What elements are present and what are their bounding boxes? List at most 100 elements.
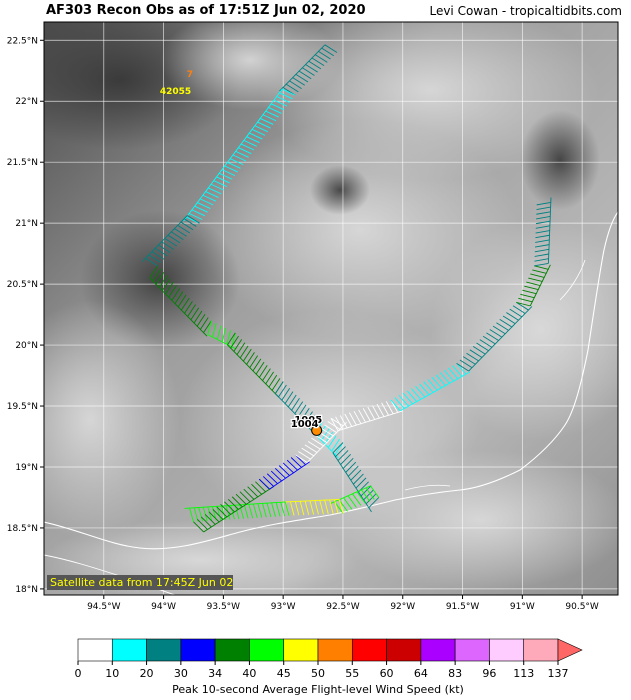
wind-barb — [257, 503, 263, 518]
wind-barb — [279, 92, 293, 100]
track-segment — [207, 320, 237, 350]
wind-barb-flag — [351, 424, 357, 427]
lat-tick-label: 18°N — [15, 585, 38, 595]
wind-barb — [368, 497, 380, 508]
wind-barb — [148, 254, 162, 263]
wind-barb — [299, 501, 305, 516]
colorbar-band — [146, 638, 182, 662]
wind-barb — [304, 411, 313, 424]
wind-barb — [398, 395, 409, 407]
colorbar-band — [249, 638, 285, 662]
wind-barb — [340, 454, 351, 465]
satellite-note: Satellite data from 17:45Z Jun 02 — [47, 575, 233, 590]
wind-barb — [311, 437, 324, 447]
wind-barb-flag — [365, 420, 371, 423]
wind-barb — [171, 288, 181, 301]
wind-barb-flag — [293, 469, 298, 474]
axis-ticks: 94.5°W 94°W 93.5°W 93°W 92.5°W 92°W 91.5°W 91°W… — [7, 36, 599, 612]
wind-barb — [208, 511, 220, 523]
colorbar-tick-label: 60 — [380, 667, 394, 680]
wind-barb — [171, 231, 184, 240]
wind-barb — [335, 446, 346, 458]
wind-barb — [274, 468, 286, 479]
wind-barb — [251, 128, 266, 136]
wind-barb-flag — [334, 454, 339, 459]
wind-barb-flag — [329, 435, 334, 440]
wind-barb — [184, 301, 193, 314]
wind-barb — [324, 500, 329, 515]
wind-barb-flag — [342, 468, 347, 473]
colorbar-band — [283, 638, 319, 662]
colorbar-tick-label: 0 — [75, 667, 82, 680]
wind-barb — [274, 381, 284, 394]
wind-barb-flag — [465, 371, 471, 375]
wind-barb — [390, 399, 399, 413]
wind-barb — [534, 244, 550, 248]
wind-barb-flag — [221, 341, 227, 345]
wind-barb — [210, 183, 225, 191]
wind-barb — [199, 317, 209, 330]
wind-barb — [275, 502, 281, 517]
lon-tick-label: 93°W — [271, 602, 296, 612]
pressure-1004-label: 1004 — [291, 419, 319, 430]
wind-barb — [174, 228, 187, 237]
wind-barb-flag — [374, 417, 380, 420]
wind-barb — [291, 398, 300, 411]
lat-tick-label: 20.5°N — [7, 280, 38, 290]
track-segment — [329, 485, 380, 514]
colorbar-band — [420, 638, 456, 662]
wind-barb — [334, 442, 344, 455]
wind-barb — [311, 57, 325, 66]
credit-label: Levi Cowan - tropicaltidbits.com — [429, 4, 622, 18]
wind-barb-flag — [291, 409, 296, 415]
wind-barb — [535, 234, 550, 239]
wind-barb — [362, 408, 371, 422]
satellite-note-text: Satellite data from 17:45Z Jun 02 — [50, 576, 233, 589]
track-segment — [294, 417, 347, 463]
wind-barb-flag — [332, 452, 336, 458]
wind-barb — [231, 332, 236, 347]
colorbar: 0 10 20 30 34 40 45 50 55 60 64 83 96 113 137 Peak 10-s… — [75, 638, 583, 696]
wind-barb — [203, 320, 212, 333]
wind-barb — [506, 312, 519, 321]
wind-barb — [466, 352, 479, 362]
wind-barb — [284, 391, 294, 404]
wind-barb-flag — [416, 398, 422, 402]
wind-barb — [308, 60, 322, 70]
wind-barb — [270, 103, 285, 111]
wind-barb — [243, 504, 249, 519]
wind-barb-flag — [141, 257, 146, 263]
wind-barb — [216, 506, 228, 518]
lat-tick-label: 18.5°N — [7, 524, 38, 534]
wind-barb — [482, 335, 496, 345]
wind-barb — [321, 428, 330, 441]
colorbar-band — [180, 638, 216, 662]
wind-barb — [233, 339, 243, 352]
wind-barb-flag — [356, 423, 362, 426]
wind-barb-flag — [511, 323, 516, 328]
wind-barb — [535, 230, 550, 234]
wind-barb-flag — [332, 431, 338, 437]
wind-barb — [427, 379, 438, 391]
wind-barb — [207, 506, 213, 521]
wind-barb-flag — [294, 413, 299, 418]
wind-barb-flag — [474, 360, 480, 365]
wind-barb-flag — [324, 443, 329, 448]
wind-barb — [535, 239, 550, 243]
wind-barb — [302, 67, 315, 76]
wind-barb — [456, 362, 469, 372]
wind-barb — [356, 491, 366, 504]
track-segment — [183, 88, 296, 224]
wind-barb — [330, 418, 339, 431]
wind-barb-flag — [337, 428, 343, 432]
colorbar-band — [489, 638, 525, 662]
wind-barb — [230, 335, 239, 349]
wind-barb — [270, 470, 282, 482]
wind-barb — [347, 465, 359, 477]
colorbar-band — [454, 638, 490, 662]
wind-barb-flag — [321, 440, 326, 445]
lon-tick-label: 93.5°W — [207, 602, 241, 612]
wind-barb — [212, 508, 224, 520]
wind-barb — [314, 434, 328, 443]
